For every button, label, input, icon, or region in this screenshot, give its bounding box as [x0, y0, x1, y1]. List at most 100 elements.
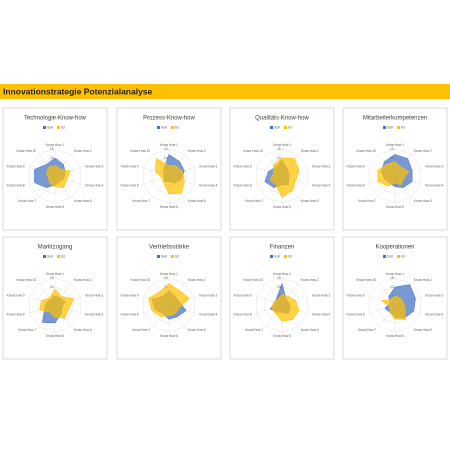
axis-label: Know How 1	[46, 143, 64, 147]
r-tick-label: 15	[50, 276, 54, 280]
axis-label: Know How 1	[386, 143, 404, 147]
chart-title: Qualitäts-Know-how	[255, 116, 309, 122]
r-tick-label: 15	[277, 147, 281, 151]
legend-swatch	[284, 255, 287, 258]
axis-label: Know How 2	[301, 149, 319, 153]
axis-label: Know How 8	[7, 312, 25, 316]
axis-label: Know How 2	[188, 278, 206, 282]
legend-swatch	[397, 126, 400, 129]
series-area	[46, 164, 71, 188]
legend-label: Soll	[161, 255, 167, 259]
axis-label: Know How 3	[199, 293, 217, 297]
axis-label: Know How 9	[234, 164, 252, 168]
chart-title: Vertriebsstärke	[149, 245, 190, 251]
axis-label: Know How 9	[7, 293, 25, 297]
r-tick-label: 10	[164, 156, 168, 160]
axis-label: Know How 6	[386, 334, 404, 338]
axis-label: Know How 9	[7, 164, 25, 168]
axis-label: Know How 5	[74, 199, 92, 203]
chart-title: Mitarbeiterkompetenzen	[363, 116, 427, 122]
legend-swatch	[383, 126, 386, 129]
legend-swatch	[43, 126, 46, 129]
axis-label: Know How 6	[160, 334, 178, 338]
axis-label: Know How 10	[244, 149, 264, 153]
legend-label: Soll	[47, 255, 53, 259]
r-tick-label: 15	[390, 147, 394, 151]
axis-label: Know How 1	[46, 272, 64, 276]
chart-title: Finanzen	[270, 245, 295, 251]
axis-label: Know How 10	[357, 278, 377, 282]
r-tick-label: 15	[50, 147, 54, 151]
r-tick-label: 15	[277, 276, 281, 280]
legend-swatch	[397, 255, 400, 258]
axis-label: Know How 7	[245, 328, 263, 332]
axis-label: Know How 10	[17, 149, 37, 153]
r-tick-label: 10	[50, 285, 54, 289]
chart-title: Technologie-Know-how	[24, 116, 87, 122]
axis-label: Know How 7	[358, 199, 376, 203]
legend-label: Soll	[387, 255, 393, 259]
legend-label: Ist	[288, 126, 292, 130]
axis-label: Know How 6	[386, 205, 404, 209]
axis-label: Know How 6	[273, 205, 291, 209]
axis-label: Know How 2	[74, 278, 92, 282]
axis-label: Know How 4	[425, 183, 443, 187]
axis-label: Know How 7	[132, 199, 150, 203]
axis-label: Know How 3	[312, 293, 330, 297]
legend-swatch	[157, 126, 160, 129]
axis-label: Know How 2	[188, 149, 206, 153]
axis-label: Know How 7	[18, 199, 36, 203]
legend-swatch	[383, 255, 386, 258]
axis-label: Know How 9	[347, 293, 365, 297]
legend-label: Soll	[274, 255, 280, 259]
axis-label: Know How 5	[188, 328, 206, 332]
page-title: Innovationstrategie Potenzialanalyse	[3, 86, 153, 96]
axis-label: Know How 1	[273, 272, 291, 276]
axis-label: Know How 1	[386, 272, 404, 276]
axis-label: Know How 4	[312, 183, 330, 187]
axis-label: Know How 9	[234, 293, 252, 297]
axis-label: Know How 2	[414, 149, 432, 153]
legend-swatch	[57, 126, 60, 129]
r-tick-label: 10	[277, 156, 281, 160]
axis-label: Know How 6	[160, 205, 178, 209]
legend-label: Soll	[274, 126, 280, 130]
axis-label: Know How 4	[85, 312, 103, 316]
legend-label: Ist	[401, 255, 405, 259]
axis-label: Know How 7	[245, 199, 263, 203]
series-area	[155, 158, 185, 195]
axis-label: Know How 8	[347, 183, 365, 187]
axis-label: Know How 4	[425, 312, 443, 316]
axis-label: Know How 9	[121, 164, 139, 168]
legend-label: Ist	[401, 126, 405, 130]
axis-label: Know How 6	[46, 334, 64, 338]
axis-label: Know How 5	[74, 328, 92, 332]
legend-label: Ist	[288, 255, 292, 259]
axis-label: Know How 10	[244, 278, 264, 282]
axis-label: Know How 1	[160, 272, 178, 276]
legend-label: Soll	[47, 126, 53, 130]
legend-swatch	[43, 255, 46, 258]
r-tick-label: 10	[50, 156, 54, 160]
legend-swatch	[171, 126, 174, 129]
axis-label: Know How 5	[414, 328, 432, 332]
series-area	[269, 157, 300, 198]
axis-label: Know How 4	[312, 312, 330, 316]
axis-label: Know How 6	[273, 334, 291, 338]
legend-swatch	[270, 255, 273, 258]
axis-label: Know How 8	[234, 183, 252, 187]
axis-label: Know How 10	[17, 278, 37, 282]
axis-label: Know How 2	[301, 278, 319, 282]
axis-label: Know How 5	[301, 199, 319, 203]
axis-label: Know How 8	[347, 312, 365, 316]
chart-title: Kooperationen	[375, 245, 414, 251]
series-area	[148, 283, 190, 317]
r-tick-label: 15	[164, 276, 168, 280]
legend-swatch	[284, 126, 287, 129]
axis-label: Know How 9	[121, 293, 139, 297]
legend-swatch	[171, 255, 174, 258]
series-area	[377, 161, 410, 187]
axis-label: Know How 5	[188, 199, 206, 203]
legend-swatch	[157, 255, 160, 258]
